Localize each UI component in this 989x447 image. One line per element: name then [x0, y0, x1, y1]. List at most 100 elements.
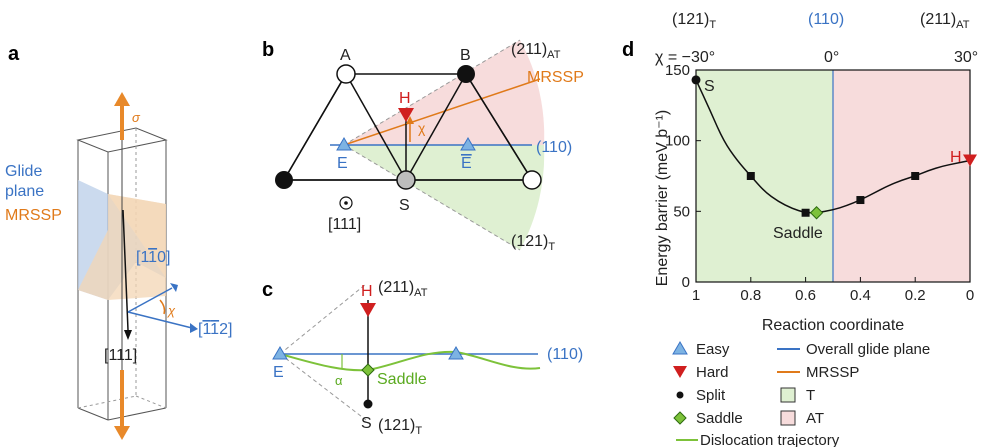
glide-plane-label-2: plane — [5, 183, 44, 200]
split-marker-c — [363, 399, 373, 409]
panel-d-letter: d — [622, 39, 634, 61]
label-A: A — [340, 47, 351, 64]
saddle-point — [809, 206, 824, 220]
sigma-label: σ — [132, 110, 141, 125]
atom-S — [396, 170, 416, 190]
mrssp-label-b: MRSSP — [527, 69, 584, 86]
atom-right-bottom — [522, 170, 542, 190]
trajectory-c — [279, 350, 541, 372]
panel-b-letter: b — [262, 39, 274, 61]
split-point — [691, 75, 701, 85]
glide-plane-label-1: Glide — [5, 163, 42, 180]
dir-1m10-label-a: [110] — [136, 249, 170, 266]
saddle-label-d: Saddle — [773, 225, 823, 242]
region-T — [696, 70, 833, 282]
hard-marker-b — [398, 108, 414, 122]
easy-marker-b-2 — [460, 137, 476, 151]
chi-right-label: 30° — [954, 49, 978, 66]
x-tick-label: 1 — [692, 287, 700, 304]
svg-text:[112]: [112] — [198, 321, 232, 338]
data-point — [746, 172, 755, 180]
panel-a-letter: a — [8, 43, 20, 65]
label-H-b: H — [399, 90, 411, 107]
legend-easy: Easy — [696, 341, 730, 358]
plane-T-label-c: (121)T — [378, 417, 422, 437]
label-S-d: S — [704, 78, 715, 95]
plane-AT-label-b: (211)AT — [511, 41, 561, 61]
y-tick-label: 150 — [665, 62, 690, 79]
AT-plane-line-b — [343, 39, 521, 146]
x-tick-label: 0.2 — [905, 287, 926, 304]
vector-1m10 — [127, 287, 173, 313]
AT-plane-line-c — [279, 283, 367, 355]
easy-marker-b-1 — [336, 137, 352, 151]
plane-T-label-b: (121)T — [511, 233, 555, 253]
T-sector-b — [344, 145, 545, 250]
hard-marker-c — [360, 303, 376, 317]
top-mid-plane: (110) — [808, 11, 844, 28]
dir-111-label-b: [111] — [328, 216, 361, 233]
vector-m1m12 — [127, 311, 193, 329]
plane-glide-label-b: (110) — [536, 139, 572, 156]
label-E-b-1: E — [337, 155, 348, 172]
data-point — [856, 196, 865, 205]
legend-saddle: Saddle — [696, 410, 743, 427]
plot-frame — [695, 69, 971, 283]
x-axis-label: Reaction coordinate — [762, 317, 904, 334]
legend-mrssp: MRSSP — [806, 364, 859, 381]
chi-mid-label: 0° — [824, 49, 839, 66]
label-B: B — [460, 47, 471, 64]
x-tick-label: 0.6 — [795, 287, 816, 304]
easy-marker-c-2 — [448, 346, 464, 360]
x-tick-label: 0.4 — [850, 287, 871, 304]
plane-AT-label-c: (211)AT — [378, 279, 428, 299]
legend-hard: Hard — [696, 364, 729, 381]
legend-T: T — [806, 387, 815, 404]
legend-split: Split — [696, 387, 726, 404]
atom-left-bottom — [275, 171, 293, 189]
plane-glide-label-c: (110) — [547, 346, 583, 363]
chi-label-a: χ — [167, 303, 176, 318]
y-tick-label: 100 — [665, 133, 690, 150]
y-tick-label: 0 — [682, 274, 690, 291]
mrssp-line-b — [343, 78, 541, 146]
easy-marker-c-1 — [272, 346, 288, 360]
region-AT — [833, 70, 970, 282]
panel-c-letter: c — [262, 279, 273, 301]
hard-point — [963, 154, 977, 167]
top-right-plane: (211)AT — [920, 11, 970, 31]
out-of-plane-symbol — [339, 196, 353, 210]
chi-arc-a — [159, 299, 166, 315]
legend: Easy Hard Split Saddle Overall glide pla… — [672, 341, 930, 447]
stress-arrow-bottom — [114, 370, 130, 440]
vector-111 — [122, 209, 129, 331]
energy-curve — [695, 79, 971, 214]
label-S-b: S — [399, 197, 410, 214]
stress-arrow-top — [114, 92, 130, 140]
top-left-plane: (121)T — [672, 11, 716, 31]
y-tick-label: 50 — [673, 203, 690, 220]
label-S-c: S — [361, 415, 372, 432]
atom-A — [336, 64, 356, 84]
label-E-c: E — [273, 364, 284, 381]
energy-plot: 1 0.8 0.6 0.4 0.2 0 0 50 100 150 — [665, 62, 977, 304]
alpha-label: α — [335, 373, 343, 388]
x-tick-label: 0 — [966, 287, 974, 304]
atom-B — [457, 65, 475, 83]
svg-text:[110]: [110] — [136, 249, 170, 266]
T-plane-line-b — [343, 144, 521, 251]
legend-trajectory: Dislocation trajectory — [700, 432, 840, 447]
mrssp-label-a: MRSSP — [5, 207, 62, 224]
legend-AT: AT — [806, 410, 824, 427]
chi-left-label: χ = −30° — [655, 49, 715, 66]
y-axis-label: Energy barrier (meV b⁻¹) — [654, 110, 671, 287]
chi-label-b: χ — [418, 120, 426, 136]
saddle-label-c: Saddle — [377, 371, 427, 388]
dir-m1m12-label-a: [112] — [198, 321, 232, 338]
label-H-c: H — [361, 283, 373, 300]
T-plane-line-c — [279, 353, 367, 421]
label-H-d: H — [950, 149, 962, 166]
label-E-b-2: E — [461, 155, 472, 172]
legend-overall: Overall glide plane — [806, 341, 930, 358]
